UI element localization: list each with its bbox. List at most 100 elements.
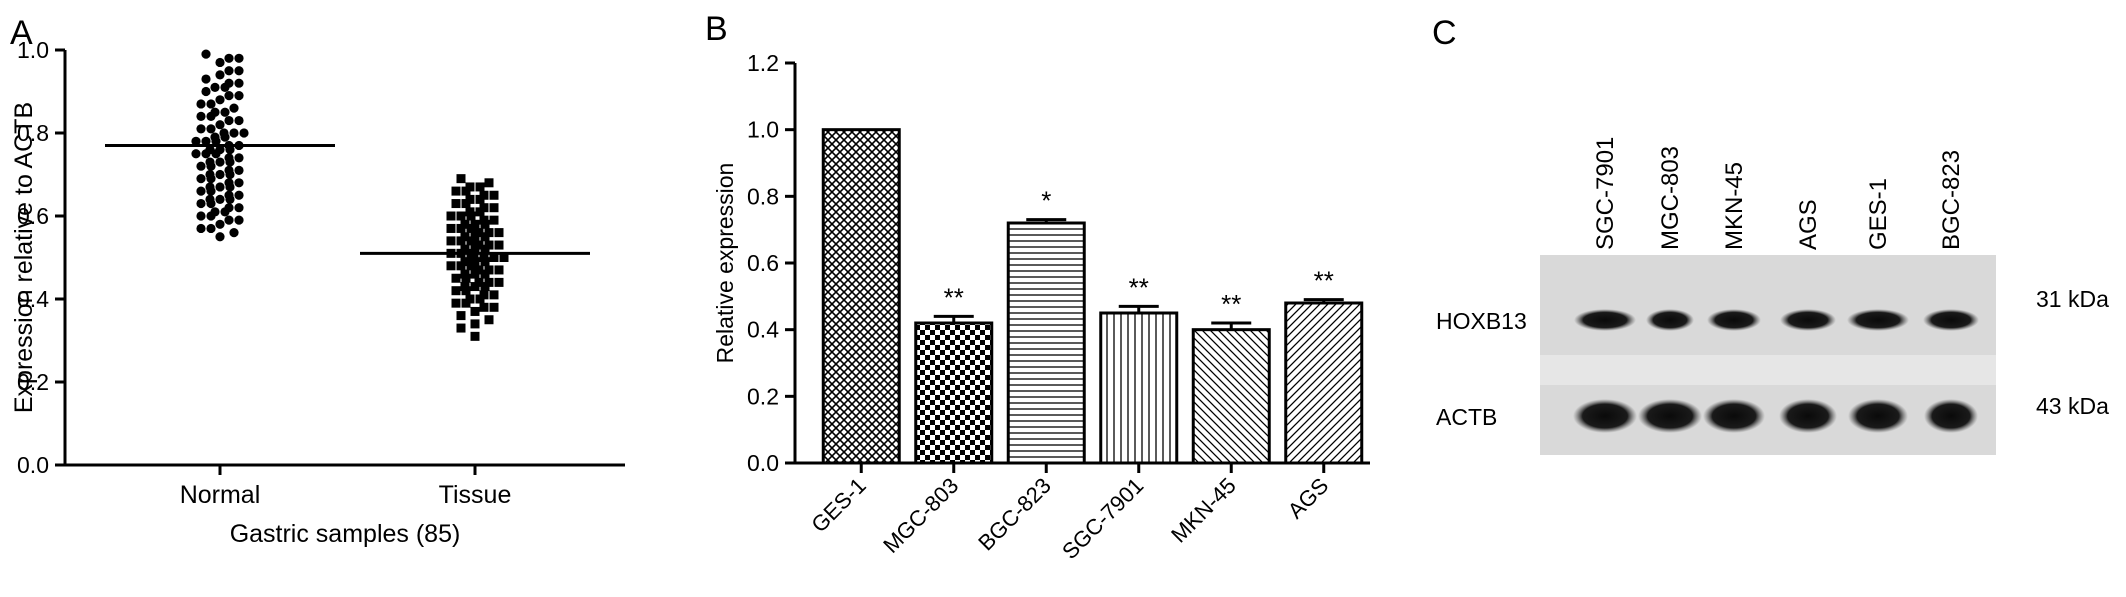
data-point (210, 132, 220, 142)
blot-band (1703, 399, 1765, 433)
data-point (206, 124, 216, 134)
data-point (224, 215, 234, 225)
data-point (470, 306, 480, 316)
bar (914, 321, 994, 465)
data-point (465, 294, 475, 304)
data-point (210, 82, 220, 92)
x-tick-label: BGC-823 (973, 473, 1056, 556)
data-point (201, 74, 211, 84)
protein-label: ACTB (1436, 404, 1497, 430)
data-point (224, 190, 234, 200)
data-point (494, 277, 504, 287)
data-point (494, 240, 504, 250)
data-point (215, 95, 225, 105)
data-point (206, 223, 216, 234)
lane-label: SGC-7901 (1592, 137, 1619, 250)
data-point (215, 169, 225, 180)
data-point (239, 128, 249, 138)
data-point (205, 182, 215, 192)
data-point (234, 178, 244, 188)
blot-band (1573, 399, 1637, 433)
data-point (489, 190, 499, 200)
data-point (494, 265, 504, 275)
blot-band (1707, 309, 1761, 331)
data-point (196, 99, 206, 109)
data-point (446, 223, 456, 233)
blot-membrane-gap (1540, 355, 1996, 385)
data-point (196, 211, 206, 221)
data-point (234, 215, 244, 225)
data-point (196, 124, 206, 134)
x-tick-label: AGS (1283, 473, 1334, 524)
lane-label: MKN-45 (1721, 162, 1748, 250)
significance-label: ** (1314, 266, 1334, 296)
y-tick-label: 0.6 (747, 250, 779, 276)
data-point (220, 107, 230, 117)
bar (1284, 301, 1364, 465)
chart-b-bar: 0.0 0.2 0.4 0.6 0.8 1.0 1.2 Relative expression… (712, 50, 1370, 564)
data-point (191, 136, 201, 146)
data-point (205, 169, 215, 180)
data-point (460, 269, 470, 279)
y-tick-label: 0.4 (747, 317, 779, 343)
data-point (479, 253, 489, 262)
data-point (234, 78, 244, 88)
data-point (451, 186, 461, 196)
data-point (229, 228, 239, 238)
data-point (234, 115, 244, 126)
y-axis-label: Expression relative to ACTB (10, 102, 38, 413)
blot-band (1923, 309, 1979, 331)
data-point (234, 153, 244, 163)
significance-label: ** (944, 282, 964, 312)
data-point (234, 190, 244, 200)
data-point (224, 91, 234, 101)
data-point (456, 174, 466, 184)
data-point (474, 277, 484, 287)
data-point (224, 153, 234, 163)
data-point (215, 219, 225, 229)
y-tick-label: 1.2 (747, 50, 779, 76)
x-tick-label: SGC-7901 (1057, 473, 1148, 564)
data-point (224, 165, 234, 175)
data-point (460, 257, 470, 267)
significance-label: * (1041, 186, 1051, 216)
y-tick-label: 1.0 (747, 117, 779, 143)
data-point (224, 78, 234, 88)
y-axis-label: Relative expression (712, 163, 738, 364)
data-point (234, 203, 244, 213)
data-point (196, 111, 206, 121)
data-point (460, 219, 470, 229)
data-point (451, 298, 461, 308)
blot-band (1574, 309, 1636, 331)
data-point (479, 190, 489, 200)
data-point (474, 265, 484, 275)
data-point (475, 182, 485, 192)
protein-label: HOXB13 (1436, 308, 1527, 334)
blot-band (1779, 399, 1837, 433)
data-point (479, 302, 489, 312)
panel-label-c: C (1432, 14, 1457, 52)
data-point (229, 128, 239, 138)
data-point (460, 232, 470, 242)
data-point (210, 107, 220, 117)
data-point (215, 70, 225, 80)
lane-label: GES-1 (1865, 178, 1892, 250)
data-point (446, 211, 456, 221)
data-point (205, 145, 215, 155)
data-point (201, 49, 211, 59)
y-tick-label: 0.4 (17, 286, 49, 312)
data-point (489, 290, 499, 300)
data-point (460, 282, 470, 292)
data-point (224, 115, 234, 126)
data-point (210, 207, 220, 217)
data-point (470, 319, 480, 329)
y-tick-label: 0.6 (17, 203, 49, 229)
lane-label: BGC-823 (1938, 150, 1965, 250)
data-point (196, 223, 206, 234)
data-point (219, 128, 229, 138)
data-point (201, 86, 211, 97)
data-point (234, 91, 244, 101)
data-point (456, 211, 466, 221)
data-point (465, 182, 475, 192)
